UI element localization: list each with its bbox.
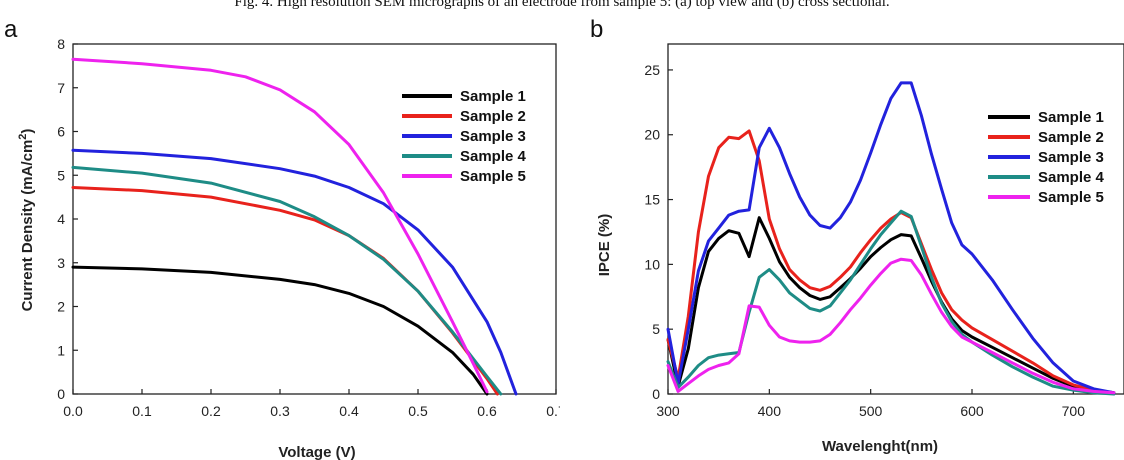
y-tick-label: 5 [57, 167, 65, 183]
x-tick-label: 0.7 [546, 403, 560, 419]
series-line-sample-4 [666, 209, 1116, 396]
legend-label-sample-3: Sample 3 [460, 128, 526, 145]
series-line-sample-3 [666, 81, 1116, 395]
x-tick-label: 500 [859, 403, 883, 419]
chart-b-xlabel: Wavelenght(nm) [822, 438, 938, 455]
series-line-sample-1 [71, 265, 489, 396]
legend-label-sample-2: Sample 2 [1038, 129, 1104, 146]
x-tick-label: 600 [960, 403, 984, 419]
panel-b-letter: b [590, 16, 604, 43]
chart-a-ylabel: Current Density (mA/cm2) [17, 129, 36, 312]
panel-a-letter: a [4, 16, 18, 43]
x-tick-label: 0.5 [408, 403, 428, 419]
series-line-sample-1 [666, 216, 1116, 395]
x-tick-label: 0.6 [477, 403, 497, 419]
y-tick-label: 4 [57, 211, 65, 227]
series-line-sample-5 [71, 57, 489, 394]
x-tick-label: 0.0 [63, 403, 83, 419]
y-tick-label: 25 [644, 62, 660, 78]
series-line-sample-2 [666, 129, 1116, 395]
legend-label-sample-3: Sample 3 [1038, 149, 1104, 166]
y-tick-label: 10 [644, 256, 660, 272]
y-tick-label: 20 [644, 127, 660, 143]
x-tick-label: 0.1 [132, 403, 152, 419]
y-tick-label: 0 [652, 386, 660, 402]
chart-b-ylabel: IPCE (%) [596, 214, 613, 277]
y-tick-label: 0 [57, 386, 65, 402]
legend-label-sample-4: Sample 4 [1038, 169, 1105, 186]
y-tick-label: 5 [652, 321, 660, 337]
x-tick-label: 400 [758, 403, 782, 419]
x-tick-label: 0.3 [270, 403, 290, 419]
legend-label-sample-1: Sample 1 [460, 88, 526, 105]
y-tick-label: 2 [57, 299, 65, 315]
legend-label-sample-1: Sample 1 [1038, 109, 1104, 126]
legend-label-sample-4: Sample 4 [460, 148, 527, 165]
x-tick-label: 0.2 [201, 403, 221, 419]
chart-a-xlabel: Voltage (V) [278, 444, 355, 460]
legend-label-sample-5: Sample 5 [1038, 189, 1104, 206]
series-line-sample-5 [666, 257, 1116, 395]
x-tick-label: 0.4 [339, 403, 359, 419]
legend-label-sample-2: Sample 2 [460, 108, 526, 125]
y-tick-label: 1 [57, 342, 65, 358]
y-tick-label: 3 [57, 255, 65, 271]
legend-label-sample-5: Sample 5 [460, 168, 526, 185]
y-tick-label: 15 [644, 192, 660, 208]
x-tick-label: 300 [656, 403, 680, 419]
y-tick-label: 8 [57, 36, 65, 52]
series-line-sample-3 [71, 148, 518, 396]
chart-b-marks: 300 400 500 600 700 0 5 10 15 20 25 Sample 1 Sample … [644, 43, 1124, 419]
y-tick-label: 7 [57, 80, 65, 96]
y-tick-label: 6 [57, 124, 65, 140]
series-line-sample-2 [71, 186, 499, 396]
chart-a-marks: 0.0 0.1 0.2 0.3 0.4 0.5 0.6 0.7 0 1 2 3 4 5 6 7 8 Sample … [57, 36, 560, 419]
x-tick-label: 700 [1062, 403, 1086, 419]
chart-a-iv-curves: 0.0 0.1 0.2 0.3 0.4 0.5 0.6 0.7 0 1 2 3 4 5 6 7 8 Sample … [17, 36, 560, 460]
figure-caption: Fig. 4. High resolution SEM micrographs … [234, 0, 890, 10]
chart-frame [667, 43, 1124, 395]
